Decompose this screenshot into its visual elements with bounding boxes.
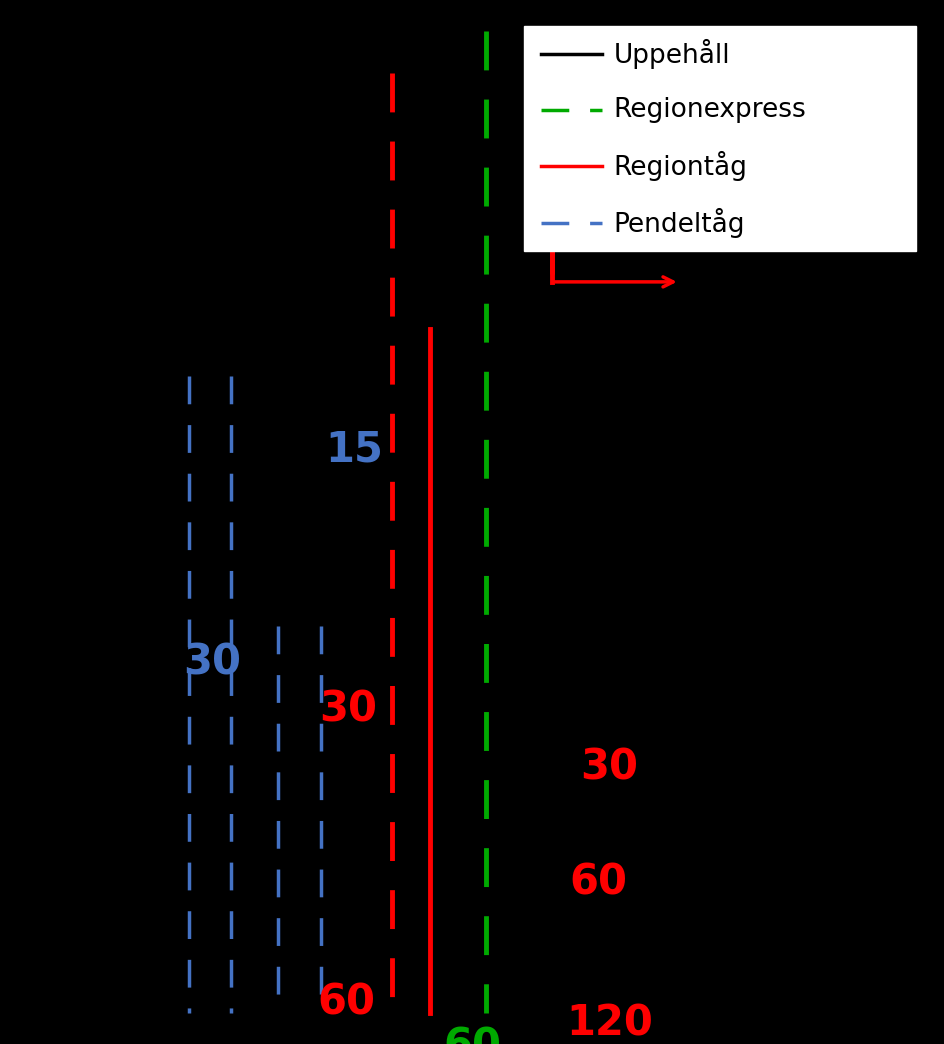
Text: 30: 30	[581, 746, 638, 788]
Text: Uppehåll: Uppehåll	[614, 39, 731, 69]
Text: 30: 30	[183, 642, 242, 684]
Text: 60: 60	[318, 981, 376, 1023]
Text: 15: 15	[326, 428, 383, 470]
Text: 120: 120	[566, 1002, 653, 1044]
Text: 60: 60	[569, 861, 627, 903]
Text: Pendeltåg: Pendeltåg	[614, 208, 745, 238]
Text: Regiontåg: Regiontåg	[614, 151, 748, 182]
Text: 30: 30	[320, 689, 378, 731]
Text: Regionexpress: Regionexpress	[614, 97, 806, 123]
FancyBboxPatch shape	[524, 26, 916, 251]
Text: 60: 60	[443, 1025, 501, 1044]
